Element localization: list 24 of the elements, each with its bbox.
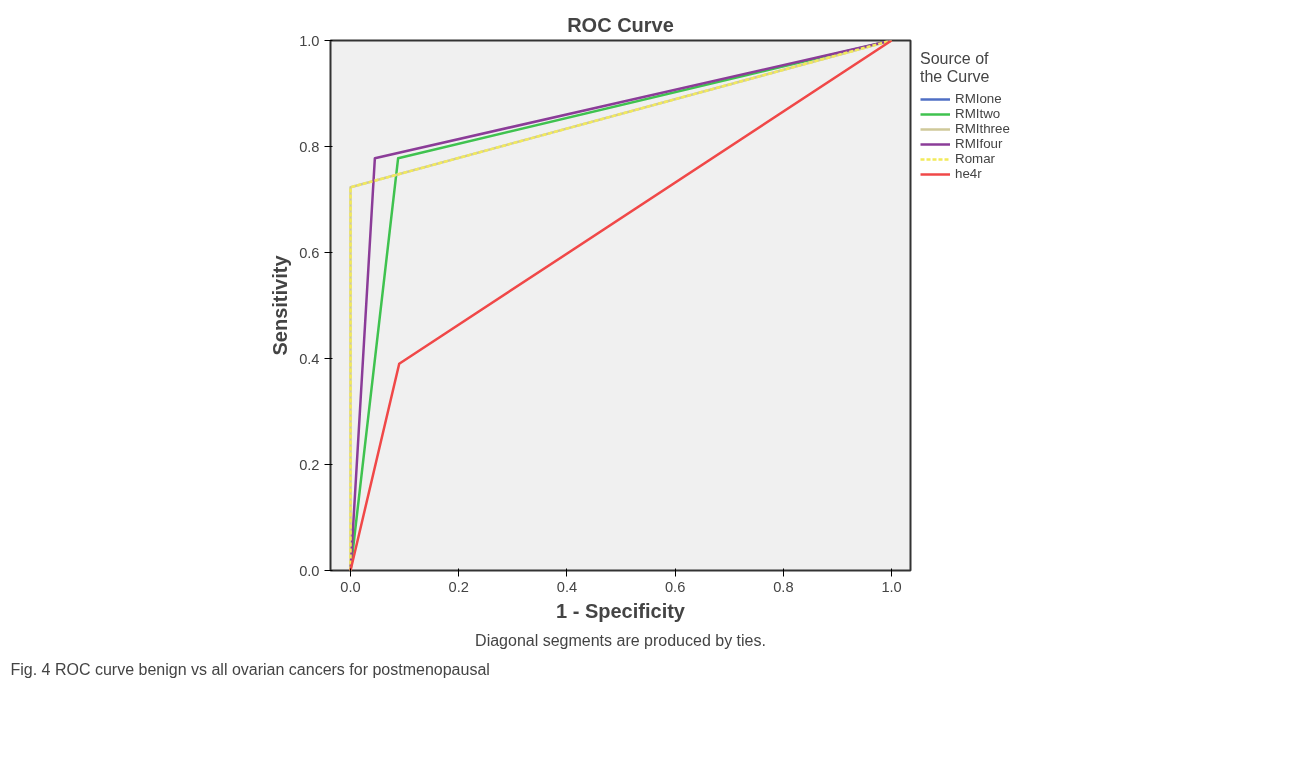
legend-label: RMIone: [955, 91, 1002, 106]
x-tick-label: 0.0: [340, 578, 361, 595]
x-axis-title: 1 - Specificity: [556, 599, 686, 622]
x-tick-label: 0.8: [773, 578, 794, 595]
y-axis-title: Sensitivity: [269, 254, 292, 356]
y-tick-label: 0.6: [299, 244, 320, 261]
y-tick-label: 1.0: [299, 32, 320, 49]
caption: Fig. 4 ROC curve benign vs all ovarian cancers for postmenopausal: [10, 660, 490, 678]
x-tick-label: 0.6: [664, 578, 686, 595]
x-tick-label: 0.2: [448, 578, 469, 595]
y-tick-label: 0.8: [299, 138, 320, 155]
legend-label: Romar: [955, 151, 995, 166]
legend-label: RMIfour: [955, 136, 1003, 151]
text: Diagonal segments are produced by ties.: [475, 631, 766, 649]
x-tick-label: 0.4: [556, 578, 578, 595]
chart-title: ROC Curve: [567, 13, 674, 36]
legend-label: he4r: [955, 166, 982, 181]
y-tick-label: 0.2: [299, 456, 320, 473]
legend-label: RMItwo: [955, 106, 1001, 121]
legend-title: Source of the Curve: [920, 50, 991, 86]
x-tick-label: 1.0: [881, 578, 902, 595]
y-tick-label: 0.0: [299, 562, 320, 579]
legend-label: RMIthree: [955, 121, 1010, 136]
y-tick-label: 0.4: [299, 350, 320, 367]
